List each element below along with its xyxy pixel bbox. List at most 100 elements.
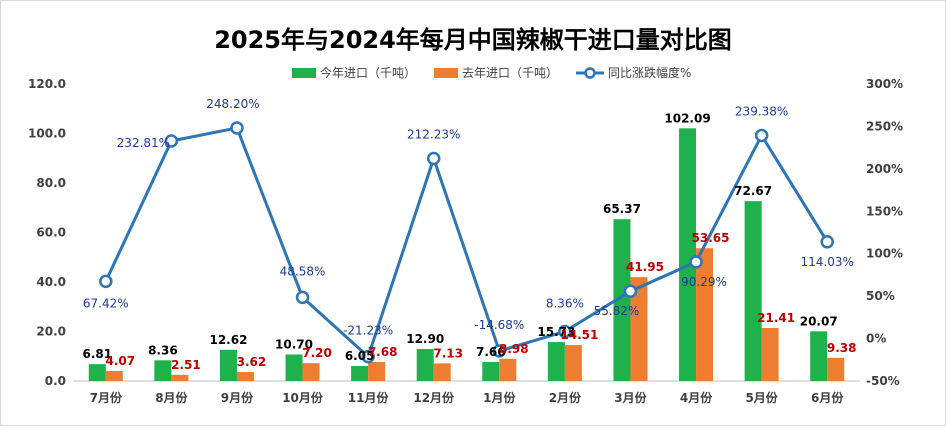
label-current: 6.81 [82,347,112,361]
right-tick-label: -50% [866,374,900,388]
bar-current-11 [744,201,762,381]
left-tick-label: 120.0 [28,77,66,91]
right-tick-label: 150% [866,204,903,218]
right-tick-label: 50% [866,289,895,303]
category-label: 5月份 [745,390,778,405]
bar-last-2 [171,374,189,381]
label-current: 102.09 [664,111,710,125]
pct-line [104,126,829,359]
category-label: 2月份 [549,390,582,405]
legend-swatch-last [434,68,458,78]
right-tick-label: 0% [866,332,886,346]
bar-current-3 [219,349,237,381]
label-last: 7.13 [433,346,463,360]
legend-label-last: 去年进口（千吨） [462,66,558,80]
label-current: 12.90 [406,332,444,346]
bar-current-5 [351,366,369,381]
pct-marker-11 [754,128,769,143]
bar-last-4 [302,363,320,381]
label-pct: 248.20% [206,97,259,111]
bar-last-6 [433,363,451,381]
bar-last-8 [564,345,582,381]
right-tick-label: 300% [866,77,903,91]
label-current: 7.66 [476,345,506,359]
category-labels: 7月份 8月份 9月份 10月份 11月份 12月份 1月份 2月份 3月份 4月份 5月份 6月份 [90,390,845,405]
category-label: 4月份 [680,390,713,405]
right-axis: -50% 0% 50% 100% 150% 200% 250% 300% [866,77,903,388]
label-last: 8.98 [499,342,529,356]
legend: 今年进口（千吨） 去年进口（千吨） 同比涨跌幅度% [292,65,691,80]
label-last: 41.95 [626,260,664,274]
pct-marker-5 [361,349,375,364]
label-pct: 212.23% [407,127,460,141]
line-series [99,121,834,364]
label-pct: 114.03% [801,255,854,269]
category-label: 10月份 [282,390,324,405]
left-tick-label: 100.0 [28,127,66,141]
label-last: 53.65 [692,231,730,245]
bar-current-2 [154,360,172,381]
pct-marker-12 [820,235,834,249]
label-pct: 90.29% [681,275,727,289]
pct-marker-10 [689,255,703,269]
label-pct: 239.38% [735,104,788,118]
pct-marker-1 [99,274,113,289]
bar-last-1 [105,370,123,381]
label-current: 12.62 [209,333,247,347]
bar-current-4 [285,354,303,381]
right-tick-label: 100% [866,247,903,261]
bar-current-12 [810,331,828,381]
legend-label-current: 今年进口（千吨） [320,65,416,80]
bar-last-3 [236,372,254,381]
label-last: 2.51 [171,358,201,372]
label-pct: -21.23% [343,324,393,338]
label-pct: 8.36% [546,296,584,310]
label-pct: 48.58% [280,264,326,278]
pct-marker-8 [558,324,572,339]
label-last: 3.62 [237,355,267,369]
label-last: 4.07 [105,354,135,368]
label-last: 7.20 [302,346,332,360]
category-label: 9月份 [221,390,254,405]
category-label: 8月份 [155,390,188,405]
label-current: 72.67 [734,184,772,198]
category-label: 1月份 [483,390,516,405]
left-tick-label: 40.0 [36,275,66,289]
legend-label-pct: 同比涨跌幅度% [608,65,691,80]
pct-marker-7 [492,344,507,358]
pct-marker-4 [295,290,310,305]
bar-current-7 [482,362,500,381]
bar-last-5 [368,361,386,381]
pct-marker-2 [164,134,179,148]
category-label: 6月份 [811,390,844,405]
bar-current-6 [416,349,434,381]
pct-marker-3 [230,121,244,135]
label-current: 8.36 [148,343,178,357]
label-pct: -14.68% [474,318,524,332]
bar-last-7 [499,358,517,381]
legend-swatch-current [292,68,316,78]
bar-last-11 [761,328,779,381]
bar-current-8 [547,342,565,381]
bar-current-9 [613,219,631,381]
label-current: 15.73 [537,325,575,339]
bar-last-12 [827,357,845,381]
right-tick-label: 250% [866,119,903,133]
label-last: 21.41 [757,311,795,325]
bar-last-9 [630,277,648,381]
left-tick-label: 80.0 [36,176,66,190]
category-label: 3月份 [614,390,647,405]
legend-marker-sample [584,67,596,79]
label-current: 6.05 [345,349,375,363]
bar-current-10 [679,128,697,381]
category-label: 12月份 [413,390,455,405]
label-last: 14.51 [560,328,598,342]
left-tick-label: 0.0 [45,374,66,388]
label-last: 9.38 [827,341,857,355]
label-pct: 232.81% [117,136,170,150]
label-current: 20.07 [800,314,838,328]
label-pct: 67.42% [83,296,129,310]
label-pct: 55.82% [594,304,640,318]
